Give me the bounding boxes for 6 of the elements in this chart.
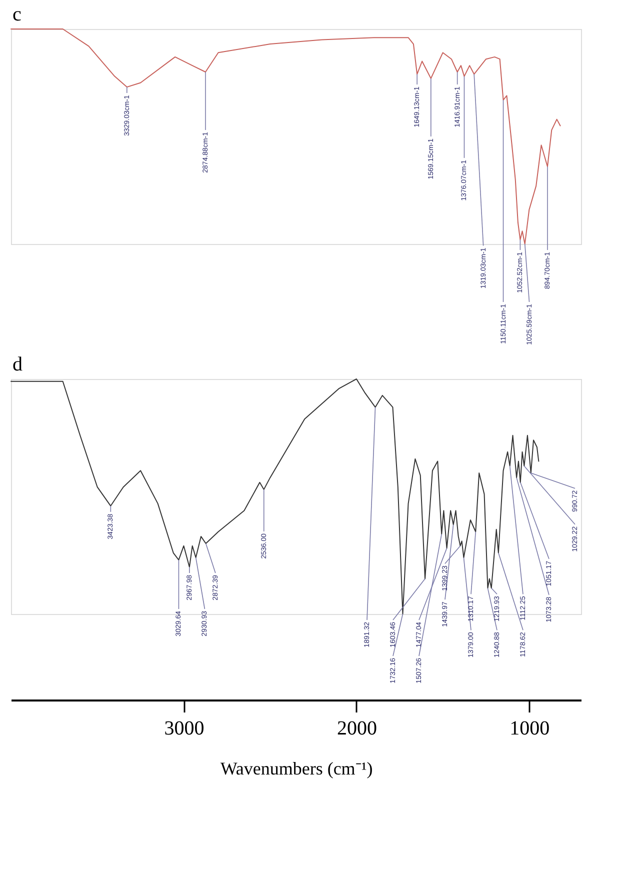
- x-tick-label: 1000: [510, 718, 550, 740]
- x-axis-title: Wavenumbers (cm⁻¹): [220, 758, 373, 778]
- x-tick-label: 2000: [336, 718, 377, 740]
- chart-title: c: [12, 4, 22, 26]
- chart-title: d: [12, 354, 22, 376]
- x-tick-label: 3000: [164, 718, 204, 740]
